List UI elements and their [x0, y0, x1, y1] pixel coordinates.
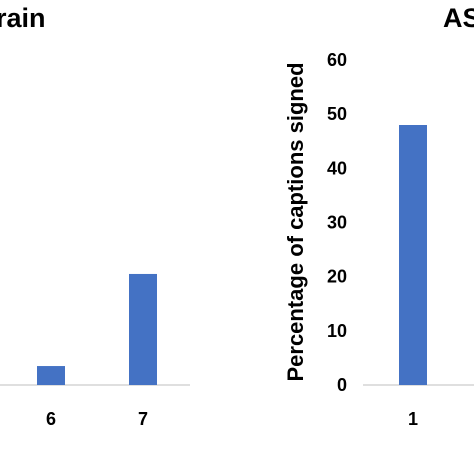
right-y-tick-20: 20 [327, 267, 347, 287]
left-x-tick-6: 6 [46, 409, 56, 429]
right-y-tick-0: 0 [337, 375, 347, 395]
right-bars [399, 125, 427, 385]
left-bar-7 [129, 273, 157, 385]
right-y-tick-labels: 0 10 20 30 40 50 60 [327, 50, 347, 395]
left-bar-6 [37, 366, 65, 385]
right-y-tick-10: 10 [327, 321, 347, 341]
right-y-tick-30: 30 [327, 213, 347, 233]
right-x-tick-labels: 1 [408, 409, 418, 429]
right-chart: AS Percentage of captions signed 0 10 20 30… [283, 3, 474, 429]
right-y-axis-label: Percentage of captions signed [283, 62, 308, 381]
right-y-tick-60: 60 [327, 50, 347, 70]
left-chart-title: rain [0, 3, 46, 33]
right-bar-1 [399, 125, 427, 385]
right-x-tick-1: 1 [408, 409, 418, 429]
left-x-tick-7: 7 [138, 409, 148, 429]
right-y-tick-40: 40 [327, 158, 347, 178]
right-chart-title: AS [443, 3, 474, 33]
right-y-tick-50: 50 [327, 104, 347, 124]
left-bars [37, 273, 157, 385]
